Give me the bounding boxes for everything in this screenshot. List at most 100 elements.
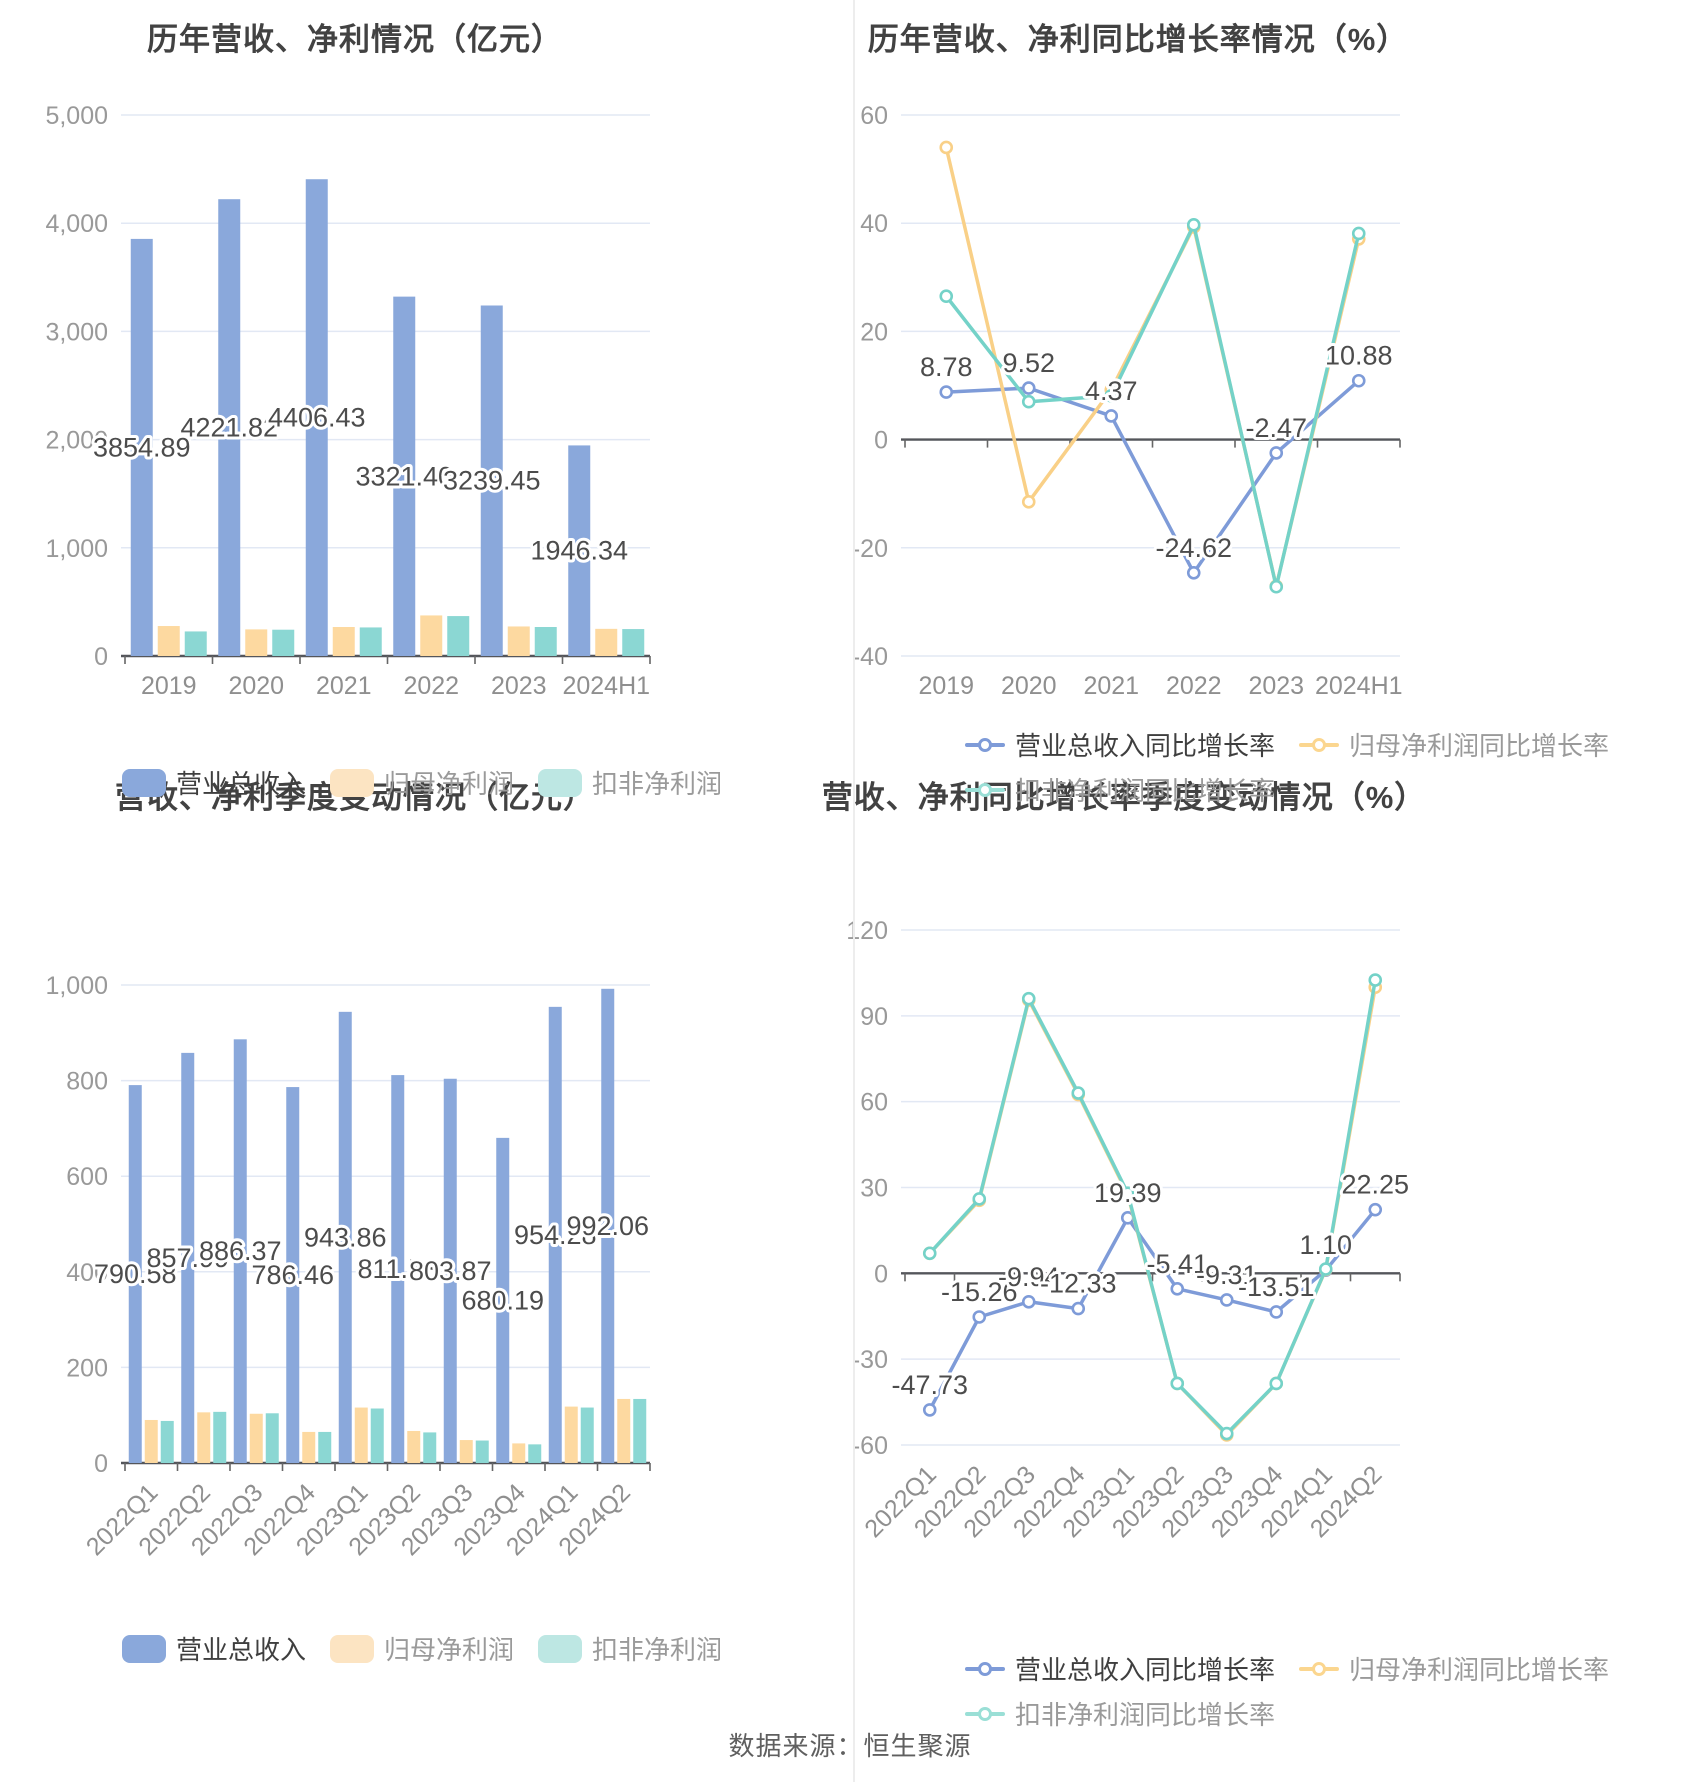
legend-item-扣非净利润[interactable]: 扣非净利润 [538,764,722,801]
legend-label: 扣非净利润同比增长率 [1015,776,1276,806]
data-point [1021,991,1036,1006]
quarterly-growth-labels: -47.73 -15.26-9.94-12.33 19.39 -5.41-9.31-1… [888,1167,1412,1403]
bar [475,1440,489,1463]
line-marker-icon [965,737,1005,752]
y-tick-label: 800 [66,1068,108,1096]
data-label: 803.87 [409,1256,492,1286]
bar [286,1087,300,1463]
legend-item-营业总收入同比增长率[interactable]: 营业总收入同比增长率 [965,1650,1275,1687]
legend-item-扣非净利润同比增长率[interactable]: 扣非净利润同比增长率 [965,771,1275,808]
legend-item-扣非净利润同比增长率[interactable]: 扣非净利润同比增长率 [965,1695,1275,1732]
bar [245,629,268,656]
data-label: -2.47 [1245,413,1307,443]
data-point [1368,1202,1383,1217]
data-point [1368,973,1383,987]
bar [359,627,382,656]
line-marker-icon [965,782,1005,797]
data-point [1219,1293,1234,1307]
bar [447,616,470,656]
legend-item-营业总收入[interactable]: 营业总收入 [122,1630,306,1667]
data-point [1021,495,1036,509]
legend-label: 营业总收入 [176,769,307,799]
y-tick-label: 200 [66,1354,108,1382]
bar [580,1407,594,1463]
data-point [1071,1301,1086,1316]
legend-label: 扣非净利润同比增长率 [1015,1700,1276,1730]
legend-item-扣非净利润[interactable]: 扣非净利润 [538,1630,722,1667]
legend-label: 归母净利润同比增长率 [1349,1655,1610,1685]
bar [184,631,207,656]
bar [128,1085,142,1463]
bar [507,626,530,656]
legend-item-归母净利润[interactable]: 归母净利润 [330,764,514,801]
legend-item-归母净利润同比增长率[interactable]: 归母净利润同比增长率 [1299,726,1609,763]
legend-swatch [122,1634,166,1663]
y-tick-label: 30 [860,1175,888,1203]
bar [318,1431,332,1463]
legend-item-营业总收入[interactable]: 营业总收入 [122,764,306,801]
data-label: 8.78 [920,352,973,382]
series-营业总收入 [130,179,591,656]
bar [265,1413,279,1463]
annual-values-legend: 营业总收入 归母净利润 扣非净利润 [122,764,722,801]
bar [633,1398,647,1463]
y-tick-label: 1,000 [45,972,108,1000]
bar [617,1398,631,1463]
y-tick-label: 3,000 [45,318,108,346]
data-point [1170,1376,1185,1391]
x-category-label: 2021 [1083,672,1139,700]
data-point [1120,1186,1135,1201]
data-label: -24.62 [1155,533,1232,563]
bar [181,1052,195,1463]
legend-label: 营业总收入同比增长率 [1015,731,1276,761]
bar [272,629,295,656]
y-tick-label: 1,000 [45,535,108,563]
bar [480,305,503,656]
bar [568,445,591,656]
data-point [939,140,954,155]
data-point [1269,579,1284,594]
legend-item-归母净利润同比增长率[interactable]: 归母净利润同比增长率 [1299,1650,1609,1687]
y-tick-label: 90 [860,1003,888,1031]
bar [496,1137,510,1463]
bar [459,1440,473,1463]
y-tick-label: -30 [852,1346,888,1374]
data-label: 4221.82 [180,413,278,443]
y-tick-label: 40 [860,210,888,238]
y-tick-label: 0 [94,643,108,671]
annual-growth-legend-row2: 扣非净利润同比增长率 [965,771,1275,808]
bar [302,1431,316,1463]
legend-label: 扣非净利润 [592,769,723,799]
series-归母净利润 [157,615,618,656]
legend-item-归母净利润[interactable]: 归母净利润 [330,1630,514,1667]
bar [144,1419,158,1463]
series-扣非净利润同比增长率 [939,218,1366,594]
y-tick-label: -40 [852,643,888,671]
bar [512,1443,526,1463]
data-point [1071,1086,1086,1100]
legend-item-营业总收入同比增长率[interactable]: 营业总收入同比增长率 [965,726,1275,763]
y-tick-label: 2,000 [45,427,108,455]
bar [528,1444,542,1463]
line-marker-icon [965,1661,1005,1676]
legend-swatch [538,768,583,797]
quarterly-growth-plot: 1209060300-30-602022Q12022Q22022Q32022Q4… [846,917,1412,1543]
x-category-label: 2022 [403,672,459,700]
series-扣非净利润 [160,1398,647,1463]
bar [370,1408,384,1463]
legend-label: 营业总收入 [176,1635,307,1665]
data-point [1104,388,1119,403]
data-label: 10.88 [1325,341,1393,371]
data-point [1351,226,1366,241]
legend-swatch [330,1634,375,1663]
data-point [1269,446,1284,460]
bar [305,179,328,656]
data-label: 3239.45 [443,466,541,496]
x-category-label: 2023 [491,672,547,700]
data-label: 22.25 [1341,1170,1409,1200]
y-tick-label: 20 [860,318,888,346]
data-label: -47.73 [891,1370,968,1400]
bar [157,626,180,656]
bar [420,615,443,656]
bar [423,1432,437,1463]
